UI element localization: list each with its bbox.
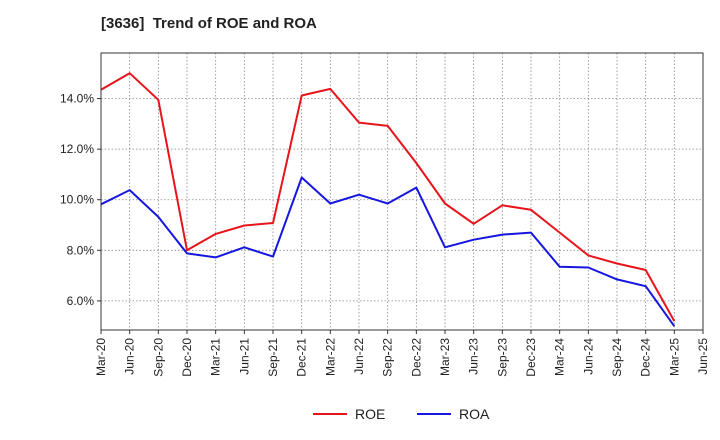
x-tick-label: Mar-24	[553, 338, 567, 376]
x-tick-label: Jun-24	[581, 338, 595, 375]
y-tick-label: 12.0%	[60, 142, 94, 156]
x-tick-label: Sep-23	[495, 338, 509, 377]
y-axis: 6.0% 8.0% 10.0% 12.0% 14.0%	[60, 92, 101, 308]
legend-label-roe: ROE	[355, 406, 385, 422]
series-lines	[100, 72, 676, 327]
legend: ROE ROA	[313, 406, 490, 422]
x-tick-label: Mar-23	[438, 338, 452, 376]
plot-area	[101, 53, 703, 330]
x-tick-label: Jun-23	[467, 338, 481, 375]
x-tick-label: Dec-24	[639, 338, 653, 377]
x-axis: Mar-20 Jun-20 Sep-20 Dec-20 Mar-21 Jun-21 Sep-…	[94, 330, 710, 377]
x-tick-label: Dec-23	[524, 338, 538, 377]
series-line-roe	[100, 72, 676, 322]
y-tick-label: 10.0%	[60, 193, 94, 207]
y-tick-label: 14.0%	[60, 92, 94, 106]
series-line-roa	[100, 176, 676, 327]
x-tick-label: Dec-20	[180, 338, 194, 377]
plot-frame	[100, 52, 704, 331]
x-tick-label: Jun-21	[237, 338, 251, 375]
x-tick-label: Jun-20	[123, 338, 137, 375]
y-tick-label: 6.0%	[67, 294, 95, 308]
x-tick-label: Mar-22	[323, 338, 337, 376]
x-tick-label: Mar-21	[209, 338, 223, 376]
x-tick-label: Dec-21	[295, 338, 309, 377]
x-tick-label: Sep-22	[381, 338, 395, 377]
legend-label-roa: ROA	[459, 406, 490, 422]
x-tick-label: Sep-21	[266, 338, 280, 377]
x-tick-label: Sep-24	[610, 338, 624, 377]
x-tick-label: Mar-25	[667, 338, 681, 376]
chart-title: [3636] Trend of ROE and ROA	[101, 15, 317, 32]
x-tick-label: Jun-25	[696, 338, 710, 375]
x-tick-label: Mar-20	[94, 338, 108, 376]
x-tick-label: Dec-22	[409, 338, 423, 377]
x-tick-label: Sep-20	[151, 338, 165, 377]
x-tick-label: Jun-22	[352, 338, 366, 375]
y-tick-label: 8.0%	[67, 243, 95, 257]
